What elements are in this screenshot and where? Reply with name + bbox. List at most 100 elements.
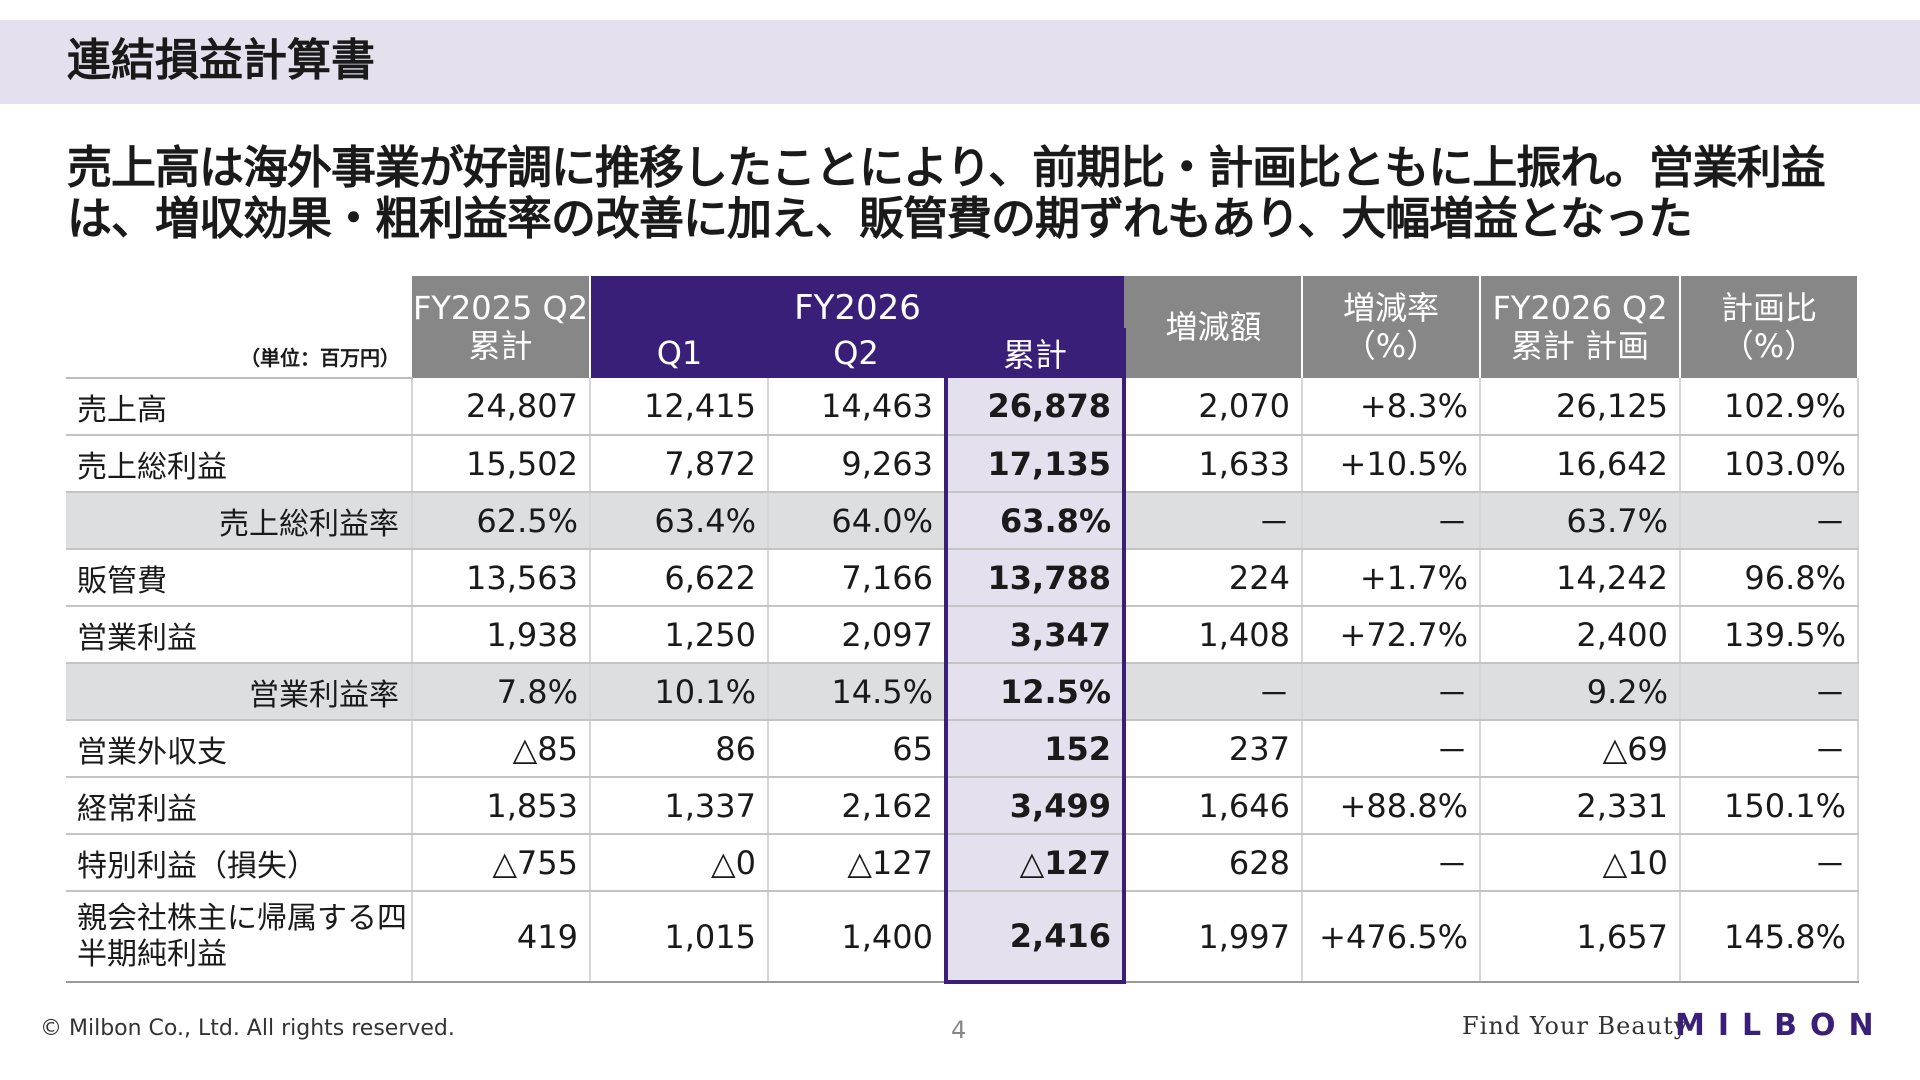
cell-plan-ratio: － bbox=[1680, 720, 1859, 778]
cell-plan: 2,331 bbox=[1480, 777, 1681, 835]
header-cumulative: 累計 bbox=[944, 328, 1126, 378]
cell-change: 1,408 bbox=[1124, 606, 1303, 664]
cell-q2: 14,463 bbox=[768, 378, 947, 436]
cell-plan: 63.7% bbox=[1480, 492, 1681, 550]
header-change: 増減額 bbox=[1124, 276, 1303, 378]
table-row: 特別利益（損失） △755 △0 △127 △127 628 － △10 － bbox=[66, 834, 1859, 892]
row-label: 売上高 bbox=[66, 378, 413, 436]
cell-change-rate: － bbox=[1302, 834, 1481, 892]
income-statement-table: （単位：百万円） FY2025 Q2累計 FY2026 増減額 増減率 （%） … bbox=[66, 276, 1859, 984]
cell-fy2025: △755 bbox=[412, 834, 591, 892]
table-row: 経常利益 1,853 1,337 2,162 3,499 1,646 +88.8… bbox=[66, 777, 1859, 835]
cell-change-rate: +10.5% bbox=[1302, 435, 1481, 493]
cell-q2: 9,263 bbox=[768, 435, 947, 493]
cell-change: － bbox=[1124, 663, 1303, 721]
table-row: 営業利益率 7.8% 10.1% 14.5% 12.5% － － 9.2% － bbox=[66, 663, 1859, 721]
cell-fy2025: △85 bbox=[412, 720, 591, 778]
cell-cumulative: 3,499 bbox=[944, 777, 1126, 835]
cell-change-rate: +8.3% bbox=[1302, 378, 1481, 436]
cell-fy2025: 1,938 bbox=[412, 606, 591, 664]
header-q1: Q1 bbox=[590, 328, 768, 378]
table-row: 営業利益 1,938 1,250 2,097 3,347 1,408 +72.7… bbox=[66, 606, 1859, 664]
cell-change-rate: +476.5% bbox=[1302, 891, 1481, 983]
row-label: 特別利益（損失） bbox=[66, 834, 413, 892]
cell-q2: 2,162 bbox=[768, 777, 947, 835]
cell-cumulative: 12.5% bbox=[944, 663, 1126, 721]
cell-q2: 65 bbox=[768, 720, 947, 778]
cell-change: 1,633 bbox=[1124, 435, 1303, 493]
cell-plan: 2,400 bbox=[1480, 606, 1681, 664]
milbon-logo: MILBON bbox=[1675, 1008, 1887, 1043]
cell-plan: 16,642 bbox=[1480, 435, 1681, 493]
cell-cumulative: 2,416 bbox=[944, 891, 1126, 984]
header-q2: Q2 bbox=[768, 328, 946, 378]
page-title: 連結損益計算書 bbox=[67, 35, 375, 86]
cell-change-rate: +88.8% bbox=[1302, 777, 1481, 835]
footer-copyright: © Milbon Co., Ltd. All rights reserved. bbox=[40, 1016, 455, 1041]
cell-q1: 10.1% bbox=[590, 663, 769, 721]
cell-q1: 12,415 bbox=[590, 378, 769, 436]
cell-plan-ratio: － bbox=[1680, 492, 1859, 550]
cell-plan: △10 bbox=[1480, 834, 1681, 892]
cell-change: 2,070 bbox=[1124, 378, 1303, 436]
cell-change-rate: +72.7% bbox=[1302, 606, 1481, 664]
row-label: 親会社株主に帰属する四半期純利益 bbox=[66, 891, 413, 983]
cell-plan-ratio: 96.8% bbox=[1680, 549, 1859, 607]
cell-cumulative: 13,788 bbox=[944, 549, 1126, 607]
row-label: 売上総利益 bbox=[66, 435, 413, 493]
table-row: 親会社株主に帰属する四半期純利益 419 1,015 1,400 2,416 1… bbox=[66, 891, 1859, 984]
cell-cumulative: 3,347 bbox=[944, 606, 1126, 664]
cell-plan-ratio: 139.5% bbox=[1680, 606, 1859, 664]
cell-q2: 64.0% bbox=[768, 492, 947, 550]
row-label: 営業利益 bbox=[66, 606, 413, 664]
cell-q2: 14.5% bbox=[768, 663, 947, 721]
cell-q2: 1,400 bbox=[768, 891, 947, 983]
header-plan: FY2026 Q2累計 計画 bbox=[1480, 276, 1681, 378]
table-row: 販管費 13,563 6,622 7,166 13,788 224 +1.7% … bbox=[66, 549, 1859, 607]
cell-fy2025: 13,563 bbox=[412, 549, 591, 607]
cell-plan-ratio: 145.8% bbox=[1680, 891, 1859, 983]
cell-q1: 7,872 bbox=[590, 435, 769, 493]
header-plan-ratio: 計画比 （%） bbox=[1680, 276, 1859, 378]
cell-q2: 2,097 bbox=[768, 606, 947, 664]
row-label: 販管費 bbox=[66, 549, 413, 607]
cell-fy2025: 7.8% bbox=[412, 663, 591, 721]
cell-plan-ratio: 102.9% bbox=[1680, 378, 1859, 436]
cell-plan-ratio: 103.0% bbox=[1680, 435, 1859, 493]
headline: 売上高は海外事業が好調に推移したことにより、前期比・計画比ともに上振れ。営業利益… bbox=[67, 141, 1826, 245]
row-label: 営業外収支 bbox=[66, 720, 413, 778]
cell-plan: 26,125 bbox=[1480, 378, 1681, 436]
cell-change-rate: － bbox=[1302, 492, 1481, 550]
cell-change: － bbox=[1124, 492, 1303, 550]
cell-fy2025: 24,807 bbox=[412, 378, 591, 436]
cell-q1: 63.4% bbox=[590, 492, 769, 550]
cell-cumulative: 63.8% bbox=[944, 492, 1126, 550]
cell-q1: 1,250 bbox=[590, 606, 769, 664]
cell-plan: 1,657 bbox=[1480, 891, 1681, 983]
cell-plan: 9.2% bbox=[1480, 663, 1681, 721]
cell-cumulative: 17,135 bbox=[944, 435, 1126, 493]
cell-q1: 1,015 bbox=[590, 891, 769, 983]
cell-change: 628 bbox=[1124, 834, 1303, 892]
cell-plan-ratio: － bbox=[1680, 663, 1859, 721]
cell-plan-ratio: － bbox=[1680, 834, 1859, 892]
table-row: 売上総利益 15,502 7,872 9,263 17,135 1,633 +1… bbox=[66, 435, 1859, 493]
cell-change-rate: － bbox=[1302, 663, 1481, 721]
row-label: 経常利益 bbox=[66, 777, 413, 835]
cell-change: 1,997 bbox=[1124, 891, 1303, 983]
table-row: 売上総利益率 62.5% 63.4% 64.0% 63.8% － － 63.7%… bbox=[66, 492, 1859, 550]
cell-plan: △69 bbox=[1480, 720, 1681, 778]
table-row: 売上高 24,807 12,415 14,463 26,878 2,070 +8… bbox=[66, 378, 1859, 436]
row-label: 売上総利益率 bbox=[66, 492, 413, 550]
brand-tagline: Find Your Beauty bbox=[1462, 1012, 1689, 1040]
cell-q1: 6,622 bbox=[590, 549, 769, 607]
cell-fy2025: 419 bbox=[412, 891, 591, 983]
cell-change-rate: － bbox=[1302, 720, 1481, 778]
table-row: 営業外収支 △85 86 65 152 237 － △69 － bbox=[66, 720, 1859, 778]
cell-q1: 1,337 bbox=[590, 777, 769, 835]
cell-change: 1,646 bbox=[1124, 777, 1303, 835]
cell-plan-ratio: 150.1% bbox=[1680, 777, 1859, 835]
cell-change: 224 bbox=[1124, 549, 1303, 607]
cell-fy2025: 62.5% bbox=[412, 492, 591, 550]
cell-plan: 14,242 bbox=[1480, 549, 1681, 607]
